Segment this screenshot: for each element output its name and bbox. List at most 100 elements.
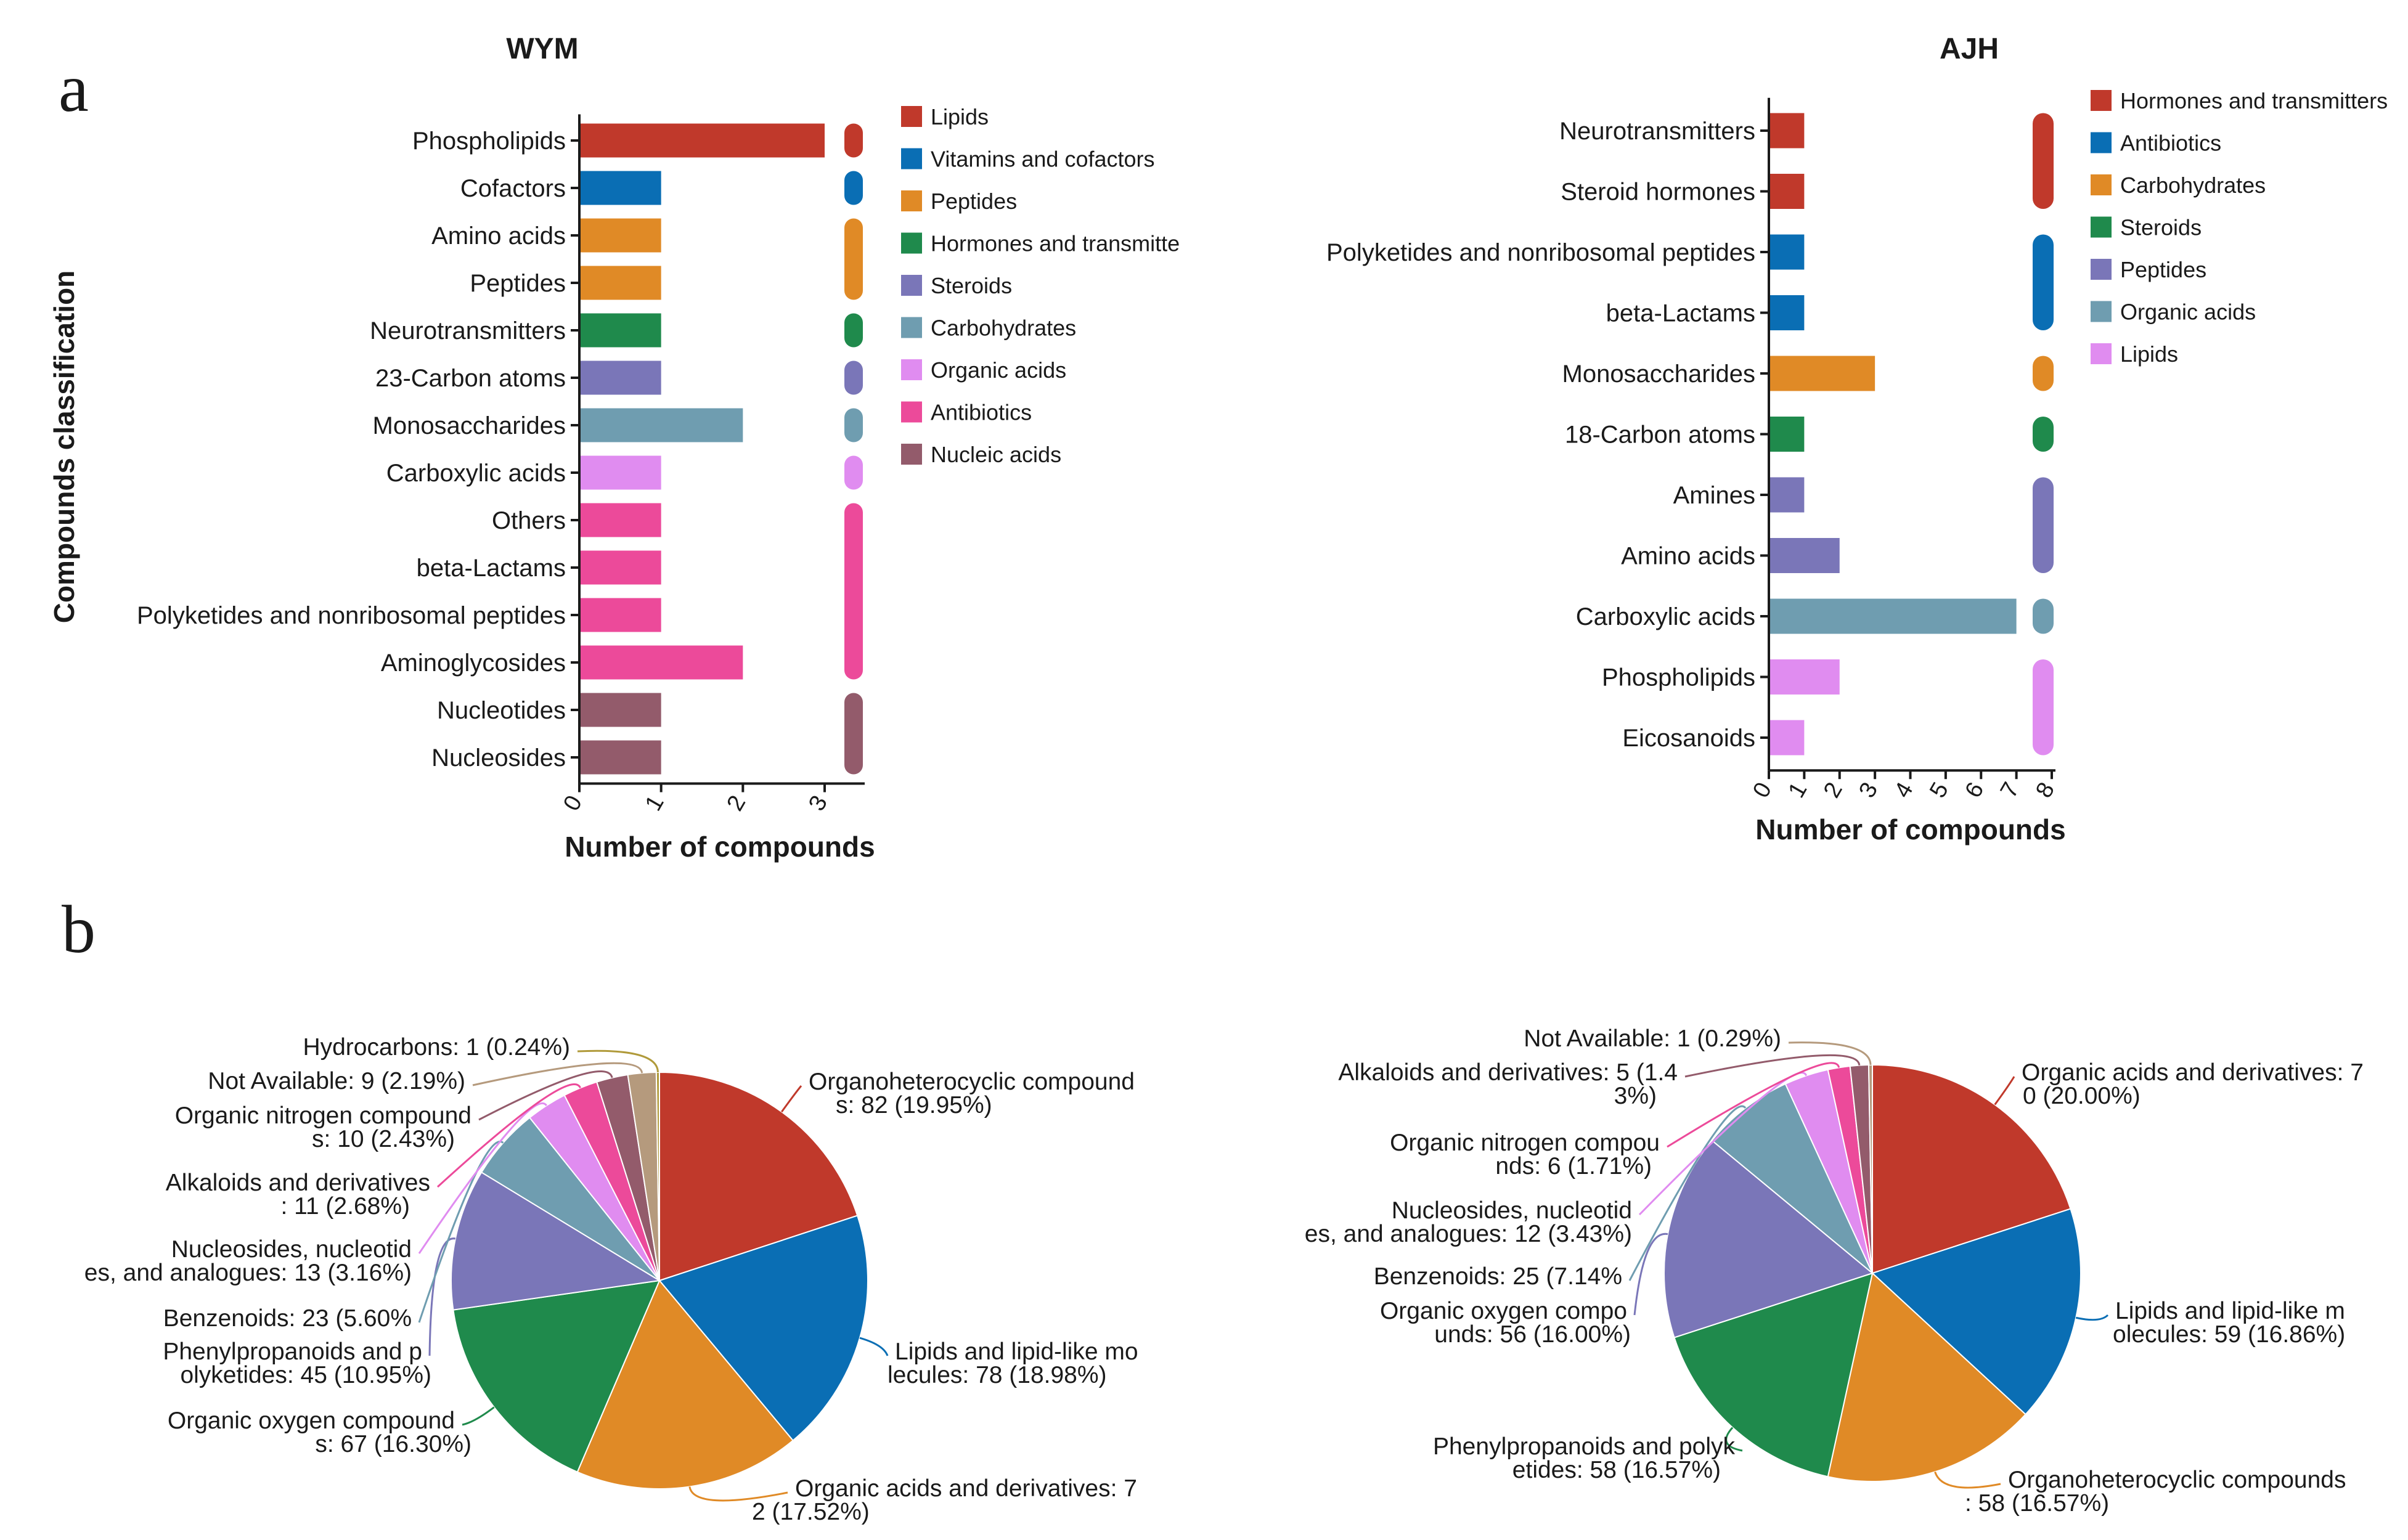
wym-category-label-10: Polyketides and nonribosomal peptides bbox=[137, 602, 566, 629]
wym-bar-1 bbox=[579, 171, 661, 205]
ajh-bar-title: AJH bbox=[1940, 33, 1999, 65]
wym-category-label-13: Nucleosides bbox=[431, 744, 566, 772]
ajh-pie-leader-4 bbox=[1633, 1232, 1668, 1316]
wym-pie-leader-3 bbox=[462, 1406, 495, 1426]
ajh-x-tick-label-6: 6 bbox=[1960, 778, 1989, 802]
wym-pie-label-1-line2: lecules: 78 (18.98%) bbox=[888, 1362, 1107, 1388]
ajh-category-label-10: Eicosanoids bbox=[1622, 725, 1755, 752]
wym-pie-slice-3 bbox=[452, 1279, 661, 1473]
wym-bar-6 bbox=[579, 408, 743, 442]
wym-pie-chart: Organoheterocyclic compounds: 82 (19.95%… bbox=[84, 1034, 1138, 1525]
wym-legend-label-5: Carbohydrates bbox=[931, 316, 1076, 341]
wym-legend-label-0: Lipids bbox=[931, 104, 989, 129]
ajh-category-label-4: Monosaccharides bbox=[1562, 361, 1756, 388]
ajh-pie-label-7-line2: nds: 6 (1.71%) bbox=[1495, 1153, 1652, 1179]
wym-pie-label-5-line1: Benzenoids: 23 (5.60% bbox=[163, 1305, 412, 1332]
ajh-bar-chart: AJH Number of compounds Neurotransmitter… bbox=[1326, 33, 2388, 845]
wym-group-indicators bbox=[844, 123, 863, 775]
wym-pie-leader-7 bbox=[436, 1083, 581, 1188]
ajh-legend: Hormones and transmitters Antibiotics Carb… bbox=[2091, 88, 2388, 367]
ajh-category-label-0: Neurotransmitters bbox=[1559, 118, 1755, 145]
wym-pie-label-4-line1: Phenylpropanoids and p bbox=[163, 1338, 422, 1365]
wym-group-indicator-7 bbox=[844, 503, 863, 680]
ajh-legend-swatch-3 bbox=[2091, 216, 2112, 238]
wym-group-indicator-8 bbox=[844, 693, 863, 775]
wym-legend-label-6: Organic acids bbox=[931, 357, 1066, 383]
wym-category-label-2: Amino acids bbox=[431, 222, 566, 250]
wym-legend-swatch-3 bbox=[901, 232, 922, 254]
wym-group-indicator-4 bbox=[844, 361, 863, 395]
ajh-legend-label-3: Steroids bbox=[2120, 215, 2202, 240]
wym-pie-label-7-line2: : 11 (2.68%) bbox=[280, 1193, 410, 1220]
wym-pie-label-7-line1: Alkaloids and derivatives bbox=[166, 1170, 430, 1196]
ajh-bar-8 bbox=[1769, 598, 2017, 634]
wym-category-label-9: beta-Lactams bbox=[417, 555, 566, 582]
ajh-legend-swatch-1 bbox=[2091, 132, 2112, 153]
panel-label-a: a bbox=[59, 51, 89, 126]
ajh-bar-0 bbox=[1769, 113, 1805, 149]
wym-pie-label-6-line2: es, and analogues: 13 (3.16%) bbox=[84, 1260, 412, 1286]
wym-bar-5 bbox=[579, 361, 661, 395]
wym-group-indicator-1 bbox=[844, 171, 863, 205]
ajh-group-indicator-3 bbox=[2033, 417, 2054, 452]
wym-pie-label-3-line1: Organic oxygen compound bbox=[168, 1408, 455, 1434]
wym-legend-label-1: Vitamins and cofactors bbox=[931, 147, 1155, 172]
ajh-category-label-2: Polyketides and nonribosomal peptides bbox=[1326, 239, 1755, 266]
ajh-legend-swatch-6 bbox=[2091, 343, 2112, 364]
wym-bar-title: WYM bbox=[506, 33, 578, 65]
ajh-group-indicator-5 bbox=[2033, 598, 2054, 634]
ajh-category-label-8: Carboxylic acids bbox=[1576, 603, 1755, 630]
wym-bar-0 bbox=[579, 123, 825, 158]
wym-pie-label-2-line1: Organic acids and derivatives: 7 bbox=[795, 1475, 1137, 1502]
wym-bar-4 bbox=[579, 313, 661, 348]
ajh-pie-chart: Organic acids and derivatives: 70 (20.00… bbox=[1305, 1025, 2364, 1517]
ajh-group-indicators bbox=[2033, 113, 2054, 756]
wym-legend-swatch-4 bbox=[901, 275, 922, 296]
ajh-x-tick-label-2: 2 bbox=[1819, 778, 1848, 802]
wym-category-label-4: Neurotransmitters bbox=[370, 317, 566, 344]
ajh-pie-label-1-line2: olecules: 59 (16.86%) bbox=[2113, 1321, 2345, 1348]
ajh-legend-swatch-4 bbox=[2091, 259, 2112, 280]
ajh-pie-leader-1 bbox=[2075, 1314, 2109, 1321]
wym-x-tick-label-2: 2 bbox=[722, 791, 751, 815]
wym-pie-labels: Organoheterocyclic compounds: 82 (19.95%… bbox=[84, 1034, 1138, 1525]
wym-bar-11 bbox=[579, 645, 743, 680]
wym-pie-leader-4 bbox=[428, 1237, 456, 1356]
ajh-category-label-5: 18-Carbon atoms bbox=[1565, 422, 1755, 449]
ajh-x-axis-label: Number of compounds bbox=[1755, 813, 2065, 845]
ajh-category-label-3: beta-Lactams bbox=[1606, 300, 1755, 327]
ajh-bar-5 bbox=[1769, 417, 1805, 452]
ajh-pie-label-7-line1: Organic nitrogen compou bbox=[1390, 1130, 1660, 1156]
ajh-pie-labels: Organic acids and derivatives: 70 (20.00… bbox=[1305, 1025, 2364, 1517]
wym-pie-label-8-line1: Organic nitrogen compound bbox=[175, 1102, 471, 1129]
ajh-pie-label-2-line1: Organoheterocyclic compounds bbox=[2008, 1467, 2346, 1493]
ajh-group-indicator-4 bbox=[2033, 477, 2054, 573]
ajh-pie-label-0-line1: Organic acids and derivatives: 7 bbox=[2022, 1059, 2364, 1086]
wym-bar-chart: WYM Compounds classification Number of c… bbox=[48, 33, 1180, 863]
wym-bar-3 bbox=[579, 266, 661, 300]
ajh-x-tick-label-1: 1 bbox=[1784, 778, 1813, 802]
ajh-bar-3 bbox=[1769, 295, 1805, 330]
wym-legend-swatch-0 bbox=[901, 106, 922, 127]
ajh-legend-label-0: Hormones and transmitters bbox=[2120, 88, 2388, 113]
wym-category-label-6: Monosaccharides bbox=[373, 412, 566, 439]
wym-legend-label-8: Nucleic acids bbox=[931, 442, 1061, 467]
wym-x-tick-label-3: 3 bbox=[804, 791, 833, 815]
wym-bar-7 bbox=[579, 455, 661, 490]
wym-x-axis-label: Number of compounds bbox=[565, 831, 875, 863]
ajh-pie-leader-8 bbox=[1684, 1054, 1861, 1078]
wym-y-axis-label: Compounds classification bbox=[48, 271, 80, 624]
wym-legend-swatch-6 bbox=[901, 359, 922, 380]
wym-bars bbox=[579, 123, 825, 775]
ajh-group-indicator-6 bbox=[2033, 659, 2054, 756]
ajh-x-tick-label-4: 4 bbox=[1890, 778, 1919, 802]
ajh-pie-label-3-line2: etides: 58 (16.57%) bbox=[1512, 1457, 1721, 1483]
ajh-pie-label-4-line1: Organic oxygen compo bbox=[1380, 1298, 1627, 1324]
ajh-bar-9 bbox=[1769, 659, 1840, 695]
wym-pie-leader-2 bbox=[688, 1486, 788, 1502]
wym-pie-label-10-line1: Hydrocarbons: 1 (0.24%) bbox=[303, 1034, 570, 1061]
ajh-pie-label-9-line1: Not Available: 1 (0.29%) bbox=[1524, 1025, 1781, 1052]
ajh-legend-label-6: Lipids bbox=[2120, 341, 2178, 367]
ajh-pie-label-2-line2: : 58 (16.57%) bbox=[1965, 1490, 2109, 1517]
